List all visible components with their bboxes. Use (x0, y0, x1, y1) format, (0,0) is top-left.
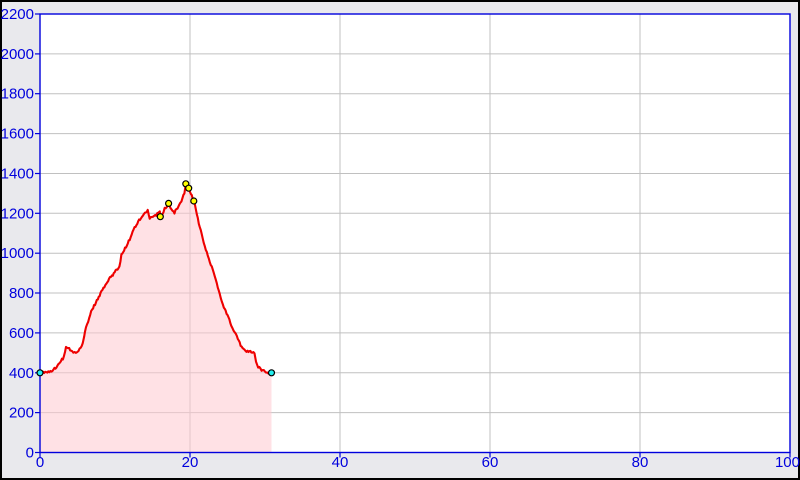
svg-text:2000: 2000 (1, 46, 34, 63)
svg-text:60: 60 (482, 454, 499, 471)
svg-text:600: 600 (9, 325, 34, 342)
svg-text:1000: 1000 (1, 245, 34, 262)
svg-text:100: 100 (775, 454, 800, 471)
svg-text:200: 200 (9, 405, 34, 422)
svg-text:80: 80 (632, 454, 649, 471)
svg-text:20: 20 (182, 454, 199, 471)
svg-text:1800: 1800 (1, 86, 34, 103)
svg-text:1600: 1600 (1, 126, 34, 143)
svg-text:800: 800 (9, 285, 34, 302)
svg-text:0: 0 (36, 454, 44, 471)
svg-text:2200: 2200 (1, 6, 34, 23)
svg-text:400: 400 (9, 365, 34, 382)
svg-text:1400: 1400 (1, 166, 34, 183)
svg-text:1200: 1200 (1, 205, 34, 222)
svg-text:40: 40 (332, 454, 349, 471)
svg-text:0: 0 (26, 445, 34, 462)
